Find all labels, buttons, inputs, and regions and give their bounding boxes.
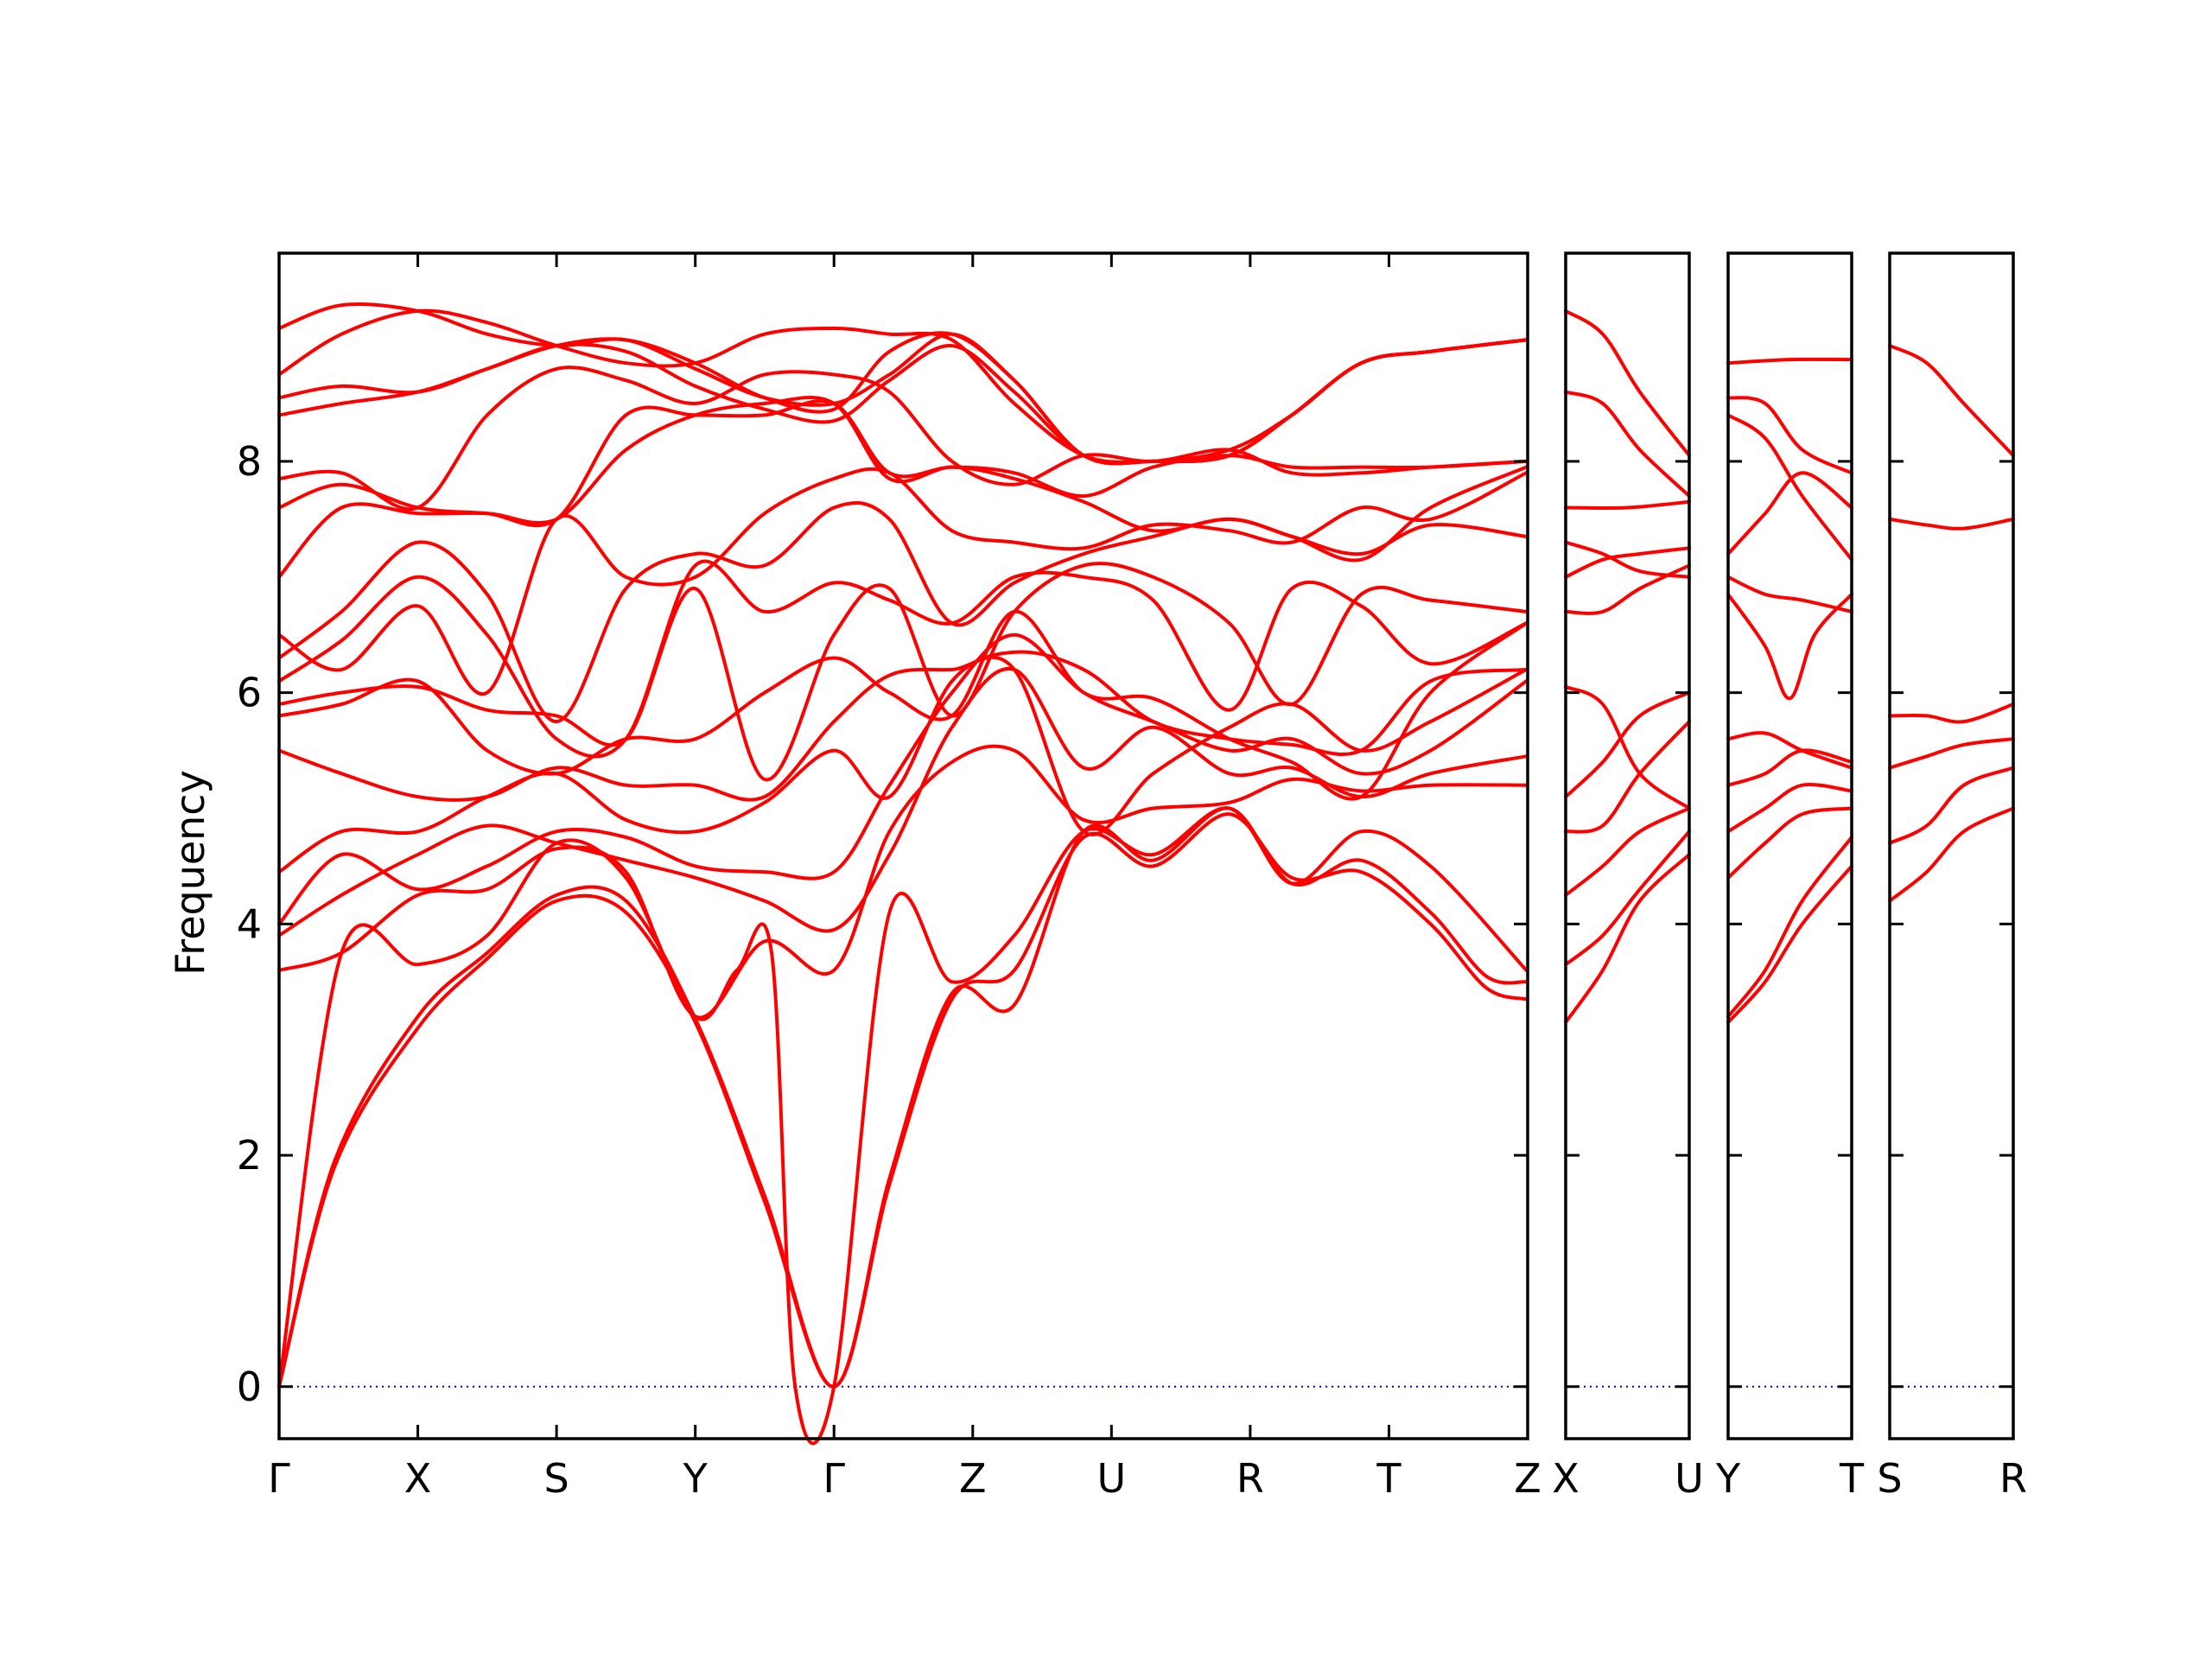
band-15 [277,398,1529,528]
band-8 [1564,546,1691,579]
band-3 [1888,737,2015,770]
x-tick-label: U [1096,1455,1126,1502]
x-tick-label: X [1552,1455,1580,1502]
band-4 [1888,702,2015,724]
x-tick-label: Z [959,1455,987,1502]
band-5 [1726,748,1853,787]
band-3 [277,806,1529,1446]
band-5 [1564,690,1691,799]
band-8 [1726,575,1853,613]
y-tick-label: 6 [237,670,262,716]
band-11 [277,559,1529,759]
panel-frame [1726,251,1853,1440]
y-tick-label: 4 [237,900,262,947]
band-10 [1564,499,1691,510]
panel-1: Γ X S Y Γ Z U R T Z 0 2 4 6 8 [237,251,1541,1502]
y-axis-title: Frequency [167,770,213,976]
band-7 [1564,563,1691,615]
band-9 [1726,471,1853,556]
x-tick-label: Γ [823,1455,845,1502]
x-tick-label: S [1877,1455,1902,1502]
band-11 [1726,396,1853,475]
band-2 [1564,830,1691,967]
band-6 [1564,685,1691,810]
band-9 [277,609,1529,801]
band-2 [1726,836,1853,1019]
band-1 [277,812,1529,1389]
band-4 [1726,782,1853,834]
band-13 [277,467,1529,696]
band-6 [277,632,1529,926]
y-tick-label: 0 [237,1363,262,1410]
band-12 [1564,308,1691,458]
x-tick-label: Y [1715,1455,1741,1502]
band-10 [277,562,1529,782]
x-tick-label: T [1839,1455,1865,1502]
x-tick-label: Z [1514,1455,1541,1502]
band-1 [1564,853,1691,1025]
y-axis-label: Frequency [167,770,213,976]
y-tick-label: 8 [237,438,262,485]
band-12 [1726,357,1853,365]
band-3 [1564,806,1691,897]
band-6 [1888,344,2015,458]
band-20 [277,302,1529,466]
band-1 [1888,806,2015,903]
band-1 [1726,864,1853,1025]
band-9 [1564,540,1691,579]
panel-frame [277,251,1529,1440]
band-3 [1726,806,1853,880]
band-6 [1726,731,1853,770]
x-tick-label: R [1236,1455,1264,1502]
band-4 [1564,720,1691,834]
x-tick-label: T [1376,1455,1402,1502]
x-tick-label: R [1999,1455,2027,1502]
panel-frame [1564,251,1691,1440]
panel-frame [1888,251,2015,1440]
y-tick-label: 2 [237,1132,262,1179]
x-tick-label: Γ [268,1455,290,1502]
x-tick-label: Y [683,1455,709,1502]
band-4 [277,744,1529,1020]
band-5 [277,666,1529,938]
band-7 [1726,592,1853,701]
band-19 [277,308,1529,464]
band-16 [277,365,1529,512]
band-5 [1888,517,2015,531]
band-10 [1726,413,1853,562]
band-2 [1888,766,2015,845]
x-tick-label: X [404,1455,432,1502]
x-tick-label: U [1675,1455,1704,1502]
band-11 [1564,390,1691,499]
x-tick-label: S [544,1455,569,1502]
